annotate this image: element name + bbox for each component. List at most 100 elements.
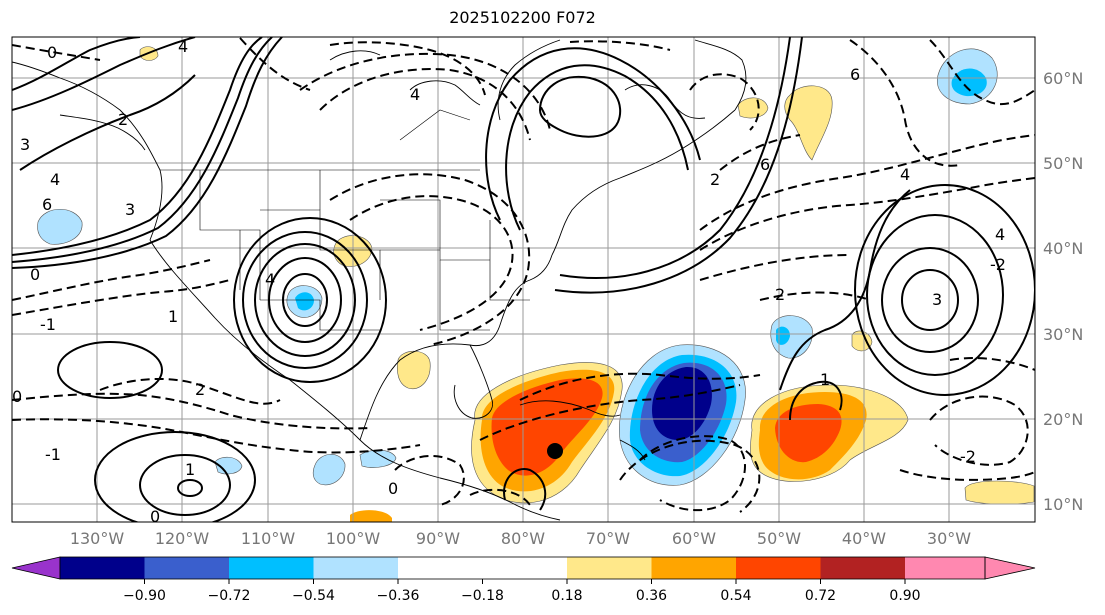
subtropical-contour [779, 189, 911, 391]
contour-label: 3 [932, 290, 942, 309]
dashed-contour-9 [299, 52, 551, 131]
warm-patch-labrador [737, 97, 769, 119]
contour-label: 4 [265, 270, 275, 289]
jet-contour-3 [12, 37, 283, 269]
lon-label: 50°W [757, 529, 801, 548]
dashed-contour-23 [12, 44, 101, 61]
caribbean-contour [503, 468, 547, 511]
dashed-contour-24 [329, 41, 486, 96]
map-title: 2025102200 F072 [449, 8, 596, 27]
pacific-contour-2 [139, 454, 231, 516]
contour-label: 4 [995, 225, 1005, 244]
lon-label: 90°W [416, 529, 460, 548]
colorbar-segment [820, 557, 905, 579]
colorbar-tick-label: −0.54 [292, 588, 335, 604]
cold-anomaly-atlantic-core [652, 366, 712, 440]
contour-label: 1 [168, 307, 178, 326]
low-contour-southwest-1 [282, 273, 328, 327]
east-atl-contour-2 [881, 247, 979, 353]
dashed-contour-19 [929, 395, 1029, 466]
contour-label: -1 [40, 315, 56, 334]
colorbar-tick-label: −0.90 [123, 588, 166, 604]
dashed-contour-18 [949, 357, 1035, 371]
lon-label: 120°W [155, 529, 210, 548]
contour-label: 6 [760, 155, 770, 174]
lat-label: 60°N [1043, 69, 1083, 88]
colorbar-segment [567, 557, 652, 579]
contour-label: 0 [12, 387, 22, 406]
warm-patch-eastatlantic-south [964, 480, 1035, 505]
lon-label: 110°W [241, 529, 296, 548]
jet-contour-5 [554, 37, 803, 294]
lon-label: 100°W [326, 529, 381, 548]
contour-label: 4 [410, 85, 420, 104]
contour-label: -1 [45, 445, 61, 464]
east-atl-contour-3 [866, 214, 1004, 376]
colorbar-tick-label: 0.36 [636, 588, 667, 604]
colorbar-tick-label: 0.54 [720, 588, 751, 604]
lon-label: 70°W [586, 529, 630, 548]
ridge-contour [538, 75, 622, 138]
colorbar-tick-label: 0.18 [551, 588, 582, 604]
storm-center-marker [547, 443, 563, 459]
east-atl-contour-4 [854, 184, 1035, 396]
jet-contour-2 [12, 37, 273, 263]
dashed-contour-30 [239, 37, 311, 91]
low-contour-southwest-3 [254, 243, 356, 357]
contour-label: 2 [118, 110, 128, 129]
colorbar-tick-label: 0.72 [805, 588, 836, 604]
jet-contour-4 [559, 37, 791, 279]
colorbar-segment [313, 557, 398, 579]
contour-label: -2 [960, 447, 976, 466]
cold-patch-yucatan [359, 449, 397, 468]
colorbar-low-extension [11, 556, 61, 580]
dashed-contour-2 [12, 279, 231, 316]
contour-label: 0 [388, 479, 398, 498]
lon-label: 40°W [842, 529, 886, 548]
colorbar-segment [651, 557, 736, 579]
jet-contour-6 [485, 47, 701, 221]
colorbar: −0.90 −0.72 −0.54 −0.36 −0.18 0.18 0.36 … [11, 556, 1036, 604]
contour-label: 1 [820, 370, 830, 389]
cold-patch-pacific [37, 209, 83, 245]
colorbar-segment [905, 557, 985, 579]
warm-patch-south [350, 510, 392, 522]
contour-label: 1 [185, 460, 195, 479]
dashed-contour-10 [519, 372, 761, 401]
contour-label: 6 [42, 195, 52, 214]
warm-patch-northatlantic [784, 85, 833, 161]
contour-label-group: 0 4 6 4 2 3 4 6 3 0 -1 2 1 0 -1 1 0 4 0 … [12, 37, 1006, 522]
cold-patch-northeast-inner [951, 68, 987, 97]
dashed-contours [12, 37, 1035, 513]
dashed-contour-25 [569, 40, 671, 51]
lon-label: 80°W [501, 529, 545, 548]
colorbar-tick-label: −0.18 [461, 588, 504, 604]
contour-label: 3 [125, 200, 135, 219]
dashed-contour-29 [719, 134, 801, 171]
cold-patch-mexico [312, 454, 346, 486]
dashed-contour-16 [699, 254, 851, 281]
contour-label: 0 [30, 265, 40, 284]
dashed-contour-28 [689, 73, 760, 131]
contour-label: 3 [20, 135, 30, 154]
dashed-contour-21 [849, 39, 961, 167]
longitude-labels: 130°W 120°W 110°W 100°W 90°W 80°W 70°W 6… [70, 529, 971, 548]
graticule [12, 37, 1035, 522]
solid-contours [12, 37, 1035, 522]
colorbar-segment [482, 557, 567, 579]
nw-contour-2 [12, 37, 196, 111]
pacific-contour-3 [94, 431, 256, 522]
nw-contour-3 [19, 74, 196, 171]
jet-contour-1 [12, 37, 263, 256]
latitude-labels: 60°N 50°N 40°N 30°N 20°N 10°N [1043, 69, 1083, 514]
cold-patch-eastpac [214, 456, 243, 475]
pacific-contour-1 [177, 479, 203, 497]
warm-patch-midatlantic [851, 330, 873, 352]
contour-label: 4 [50, 170, 60, 189]
lat-label: 10°N [1043, 495, 1083, 514]
dashed-contour-4 [12, 418, 421, 454]
contour-label: -2 [990, 255, 1006, 274]
contour-label: 2 [710, 170, 720, 189]
dashed-contour-3 [12, 392, 371, 430]
colorbar-tick-label: −0.36 [377, 588, 420, 604]
